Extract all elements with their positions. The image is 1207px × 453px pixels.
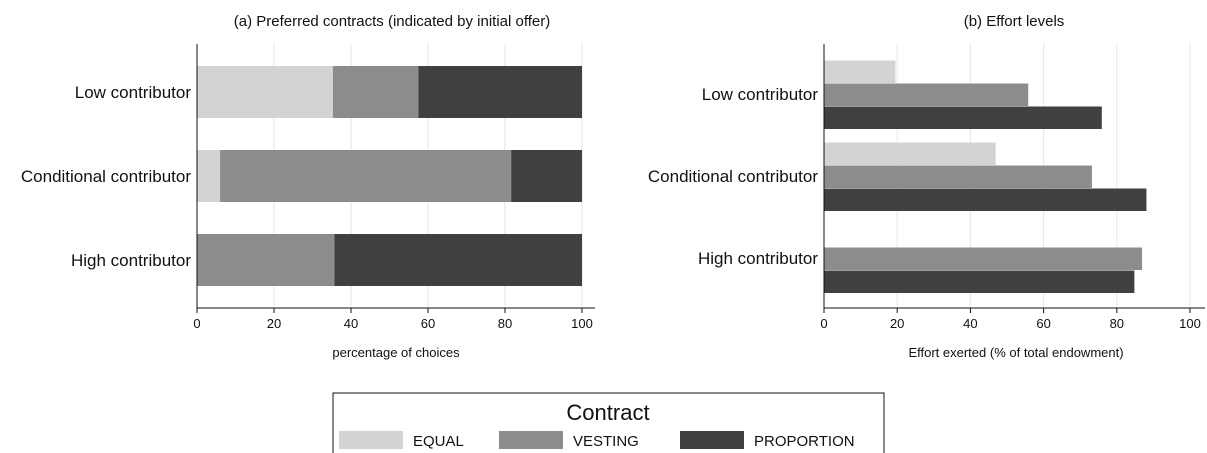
panel-b-axes xyxy=(823,44,1205,309)
bar-high-contributor-vesting xyxy=(197,234,335,286)
bar-low-contributor-proportion xyxy=(824,106,1102,129)
panel-b-title: (b) Effort levels xyxy=(964,13,1065,30)
x-tick-label: 20 xyxy=(890,316,904,331)
x-tick-label: 0 xyxy=(820,316,827,331)
panel-b-x-ticks: 0 20 40 60 80 100 xyxy=(820,308,1201,331)
legend: Contract EQUAL VESTING PROPORTION xyxy=(332,392,885,453)
panel-b-category-labels: Low contributor Conditional contributor … xyxy=(648,85,818,268)
panel-a-category-label: High contributor xyxy=(71,251,191,270)
x-tick-label: 0 xyxy=(193,316,200,331)
x-tick-label: 60 xyxy=(421,316,435,331)
panel-a-category-label: Conditional contributor xyxy=(21,167,191,186)
bar-conditional-contributor-vesting xyxy=(220,150,512,202)
bar-conditional-contributor-proportion xyxy=(511,150,582,202)
panel-b-bars xyxy=(824,60,1147,293)
panel-a-axes xyxy=(196,44,595,309)
panel-a-x-ticks: 0 20 40 60 80 100 xyxy=(193,308,593,331)
panel-a-category-labels: Low contributor Conditional contributor … xyxy=(21,83,191,270)
panel-b-category-label: Conditional contributor xyxy=(648,167,818,186)
x-tick-label: 60 xyxy=(1036,316,1050,331)
bar-conditional-contributor-equal xyxy=(197,150,221,202)
legend-frame xyxy=(332,392,885,453)
legend-label-proportion: PROPORTION xyxy=(754,433,855,450)
x-tick-label: 40 xyxy=(344,316,358,331)
x-tick-label: 80 xyxy=(498,316,512,331)
x-tick-label: 100 xyxy=(571,316,593,331)
bar-high-contributor-proportion xyxy=(334,234,582,286)
legend-title: Contract xyxy=(566,400,649,425)
legend-swatch-vesting xyxy=(499,431,563,449)
panel-b-category-label: Low contributor xyxy=(702,85,819,104)
legend-label-equal: EQUAL xyxy=(413,433,464,450)
bar-conditional-contributor-proportion xyxy=(824,188,1147,211)
bar-conditional-contributor-vesting xyxy=(824,165,1092,188)
panel-b-effort-levels: (b) Effort levels Low contributor Condit… xyxy=(648,13,1205,360)
x-tick-label: 100 xyxy=(1179,316,1201,331)
bar-high-contributor-vesting xyxy=(824,247,1143,270)
x-tick-label: 20 xyxy=(267,316,281,331)
bar-low-contributor-proportion xyxy=(418,66,582,118)
bar-low-contributor-equal xyxy=(197,66,333,118)
x-tick-label: 80 xyxy=(1110,316,1124,331)
x-tick-label: 40 xyxy=(963,316,977,331)
bar-low-contributor-equal xyxy=(824,60,896,83)
legend-swatch-proportion xyxy=(680,431,744,449)
bar-low-contributor-vesting xyxy=(332,66,419,118)
legend-label-vesting: VESTING xyxy=(573,433,639,450)
bar-low-contributor-vesting xyxy=(824,83,1029,106)
panel-a-title: (a) Preferred contracts (indicated by in… xyxy=(234,13,551,30)
bar-conditional-contributor-equal xyxy=(824,142,996,165)
panel-a-bars xyxy=(197,66,582,286)
panel-a-preferred-contracts: (a) Preferred contracts (indicated by in… xyxy=(21,13,595,360)
bar-high-contributor-proportion xyxy=(824,270,1135,293)
panel-a-x-axis-label: percentage of choices xyxy=(332,345,460,360)
panel-b-x-axis-label: Effort exerted (% of total endowment) xyxy=(908,345,1123,360)
panel-a-category-label: Low contributor xyxy=(75,83,192,102)
legend-swatch-equal xyxy=(339,431,403,449)
panel-b-category-label: High contributor xyxy=(698,249,818,268)
